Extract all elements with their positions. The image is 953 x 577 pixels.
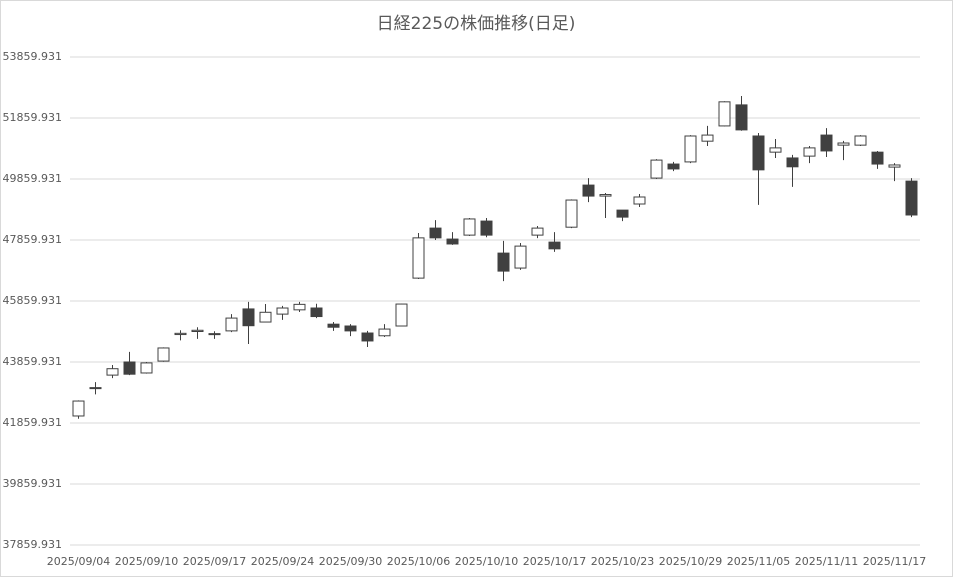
- candle-body: [140, 362, 153, 374]
- candle-body: [854, 135, 867, 146]
- chart-title: 日経225の株価推移(日足): [377, 14, 576, 34]
- candle-body: [72, 400, 85, 417]
- candle-body: [327, 323, 340, 328]
- candle-body: [395, 303, 408, 327]
- x-tick-label: 2025/10/29: [659, 555, 722, 568]
- x-tick-label: 2025/09/17: [183, 555, 246, 568]
- candle-body: [820, 134, 833, 152]
- x-tick-label: 2025/10/23: [591, 555, 654, 568]
- candle-body: [361, 332, 374, 342]
- candle-body: [667, 163, 680, 170]
- candle-body: [310, 307, 323, 318]
- candle-body: [225, 317, 238, 332]
- candle-body: [905, 180, 918, 216]
- candle-body: [684, 135, 697, 163]
- candle-body: [378, 328, 391, 337]
- x-tick-label: 2025/10/06: [387, 555, 450, 568]
- y-tick-label: 41859.931: [3, 416, 63, 429]
- candle-body: [497, 252, 510, 272]
- candle-body: [276, 307, 289, 315]
- candle-body: [548, 241, 561, 250]
- x-tick-label: 2025/10/10: [455, 555, 518, 568]
- candle-body: [786, 157, 799, 168]
- candle-body: [123, 361, 136, 375]
- candle-body: [701, 134, 714, 142]
- candle-body: [650, 159, 663, 179]
- x-tick-label: 2025/11/17: [863, 555, 926, 568]
- candle-body: [531, 227, 544, 236]
- candle-body: [157, 347, 170, 362]
- candle-body: [718, 101, 731, 127]
- candle-body: [106, 368, 119, 376]
- candle-body: [191, 329, 204, 332]
- x-tick-label: 2025/11/05: [727, 555, 790, 568]
- candle-body: [242, 308, 255, 327]
- candle-body: [769, 147, 782, 153]
- candle-body: [208, 333, 221, 336]
- candle-body: [259, 311, 272, 323]
- candle-body: [888, 164, 901, 168]
- candle-body: [89, 387, 102, 390]
- candle-body: [463, 218, 476, 236]
- y-tick-label: 53859.931: [3, 50, 63, 63]
- candle-body: [616, 209, 629, 218]
- candle-body: [871, 151, 884, 165]
- candle-body: [174, 332, 187, 336]
- x-tick-label: 2025/11/11: [795, 555, 858, 568]
- candle-body: [582, 184, 595, 197]
- y-tick-label: 39859.931: [3, 477, 63, 490]
- candle-body: [633, 196, 646, 205]
- candle-body: [293, 303, 306, 311]
- x-tick-label: 2025/09/04: [47, 555, 110, 568]
- x-tick-label: 2025/09/10: [115, 555, 178, 568]
- candle-body: [514, 245, 527, 269]
- candle-body: [446, 238, 459, 245]
- x-tick-label: 2025/10/17: [523, 555, 586, 568]
- candle-body: [565, 199, 578, 228]
- y-tick-label: 51859.931: [3, 111, 63, 124]
- candle-body: [837, 142, 850, 146]
- candle-body: [735, 104, 748, 131]
- x-tick-label: 2025/09/30: [319, 555, 382, 568]
- candle-body: [752, 135, 765, 171]
- candle-body: [344, 325, 357, 332]
- candle-body: [429, 227, 442, 239]
- candle-body: [480, 220, 493, 236]
- y-tick-label: 45859.931: [3, 294, 63, 307]
- candle-body: [412, 237, 425, 279]
- y-tick-label: 49859.931: [3, 172, 63, 185]
- y-tick-label: 37859.931: [3, 538, 63, 551]
- y-tick-label: 43859.931: [3, 355, 63, 368]
- y-tick-label: 47859.931: [3, 233, 63, 246]
- candle-body: [803, 147, 816, 157]
- candle-body: [599, 194, 612, 197]
- x-tick-label: 2025/09/24: [251, 555, 314, 568]
